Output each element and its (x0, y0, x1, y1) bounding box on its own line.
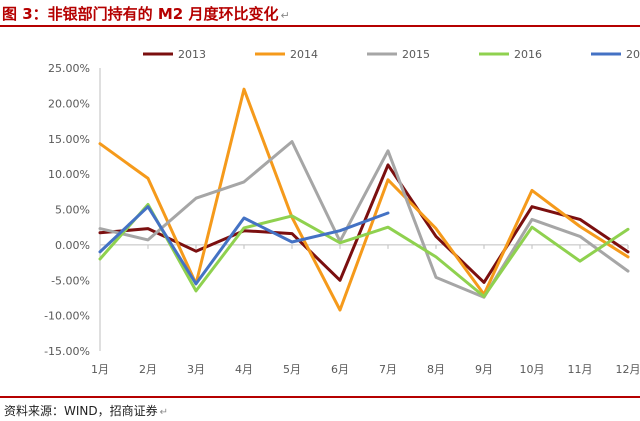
figure-title: 图 3：非银部门持有的 M2 月度环比变化 ↵ (2, 3, 290, 24)
legend-label-2013: 2013 (178, 48, 206, 61)
y-tick-label: 5.00% (55, 204, 90, 217)
footer-divider (0, 396, 640, 398)
return-mark-icon: ↵ (280, 9, 290, 22)
x-tick-label: 3月 (187, 363, 205, 376)
y-tick-label: 25.00% (48, 62, 90, 75)
y-tick-label: -5.00% (51, 274, 90, 287)
x-tick-label: 12月 (616, 363, 640, 376)
title-divider (0, 25, 640, 27)
source-text: 资料来源：WIND，招商证券 (4, 404, 158, 418)
series-lines (98, 87, 630, 312)
y-tick-label: 10.00% (48, 168, 90, 181)
legend-label-2015: 2015 (402, 48, 430, 61)
x-tick-label: 5月 (283, 363, 301, 376)
x-tick-label: 9月 (475, 363, 493, 376)
return-mark-icon: ↵ (159, 407, 169, 418)
y-tick-label: 15.00% (48, 133, 90, 146)
chart-legend: 2013 2014 2015 2016 2017 (143, 48, 640, 61)
series-line-2013 (98, 163, 630, 284)
x-tick-label: 4月 (235, 363, 253, 376)
y-tick-label: -15.00% (44, 345, 90, 358)
x-axis-tick-labels: 1月 2月 3月 4月 5月 6月 7月 8月 9月 10月 11月 12月 (91, 363, 640, 376)
legend-label-2014: 2014 (290, 48, 318, 61)
chart-axes (99, 68, 629, 351)
y-tick-label: -10.00% (44, 310, 90, 323)
series-line-2017 (98, 205, 390, 286)
x-tick-label: 7月 (379, 363, 397, 376)
series-line-2015 (98, 140, 630, 299)
legend-label-2016: 2016 (514, 48, 542, 61)
legend-label-2017: 2017 (626, 48, 640, 61)
series-line-2016 (98, 203, 630, 298)
x-tick-label: 10月 (520, 363, 545, 376)
x-tick-label: 1月 (91, 363, 109, 376)
source-note: 资料来源：WIND，招商证券 ↵ (4, 402, 168, 419)
x-tick-label: 2月 (139, 363, 157, 376)
y-tick-label: 20.00% (48, 97, 90, 110)
y-axis-tick-labels: -15.00% -10.00% -5.00% 0.00% 5.00% 10.00% 15.0… (44, 62, 90, 358)
x-tick-label: 11月 (568, 363, 593, 376)
x-tick-label: 8月 (427, 363, 445, 376)
series-line-2014 (98, 87, 630, 312)
x-tick-label: 6月 (331, 363, 349, 376)
y-tick-label: 0.00% (55, 239, 90, 252)
figure-title-text: 图 3：非银部门持有的 M2 月度环比变化 (2, 5, 279, 23)
m2-monthly-change-chart: 2013 2014 2015 2016 2017 -15.00% -10.00% -5.00… (44, 48, 640, 376)
